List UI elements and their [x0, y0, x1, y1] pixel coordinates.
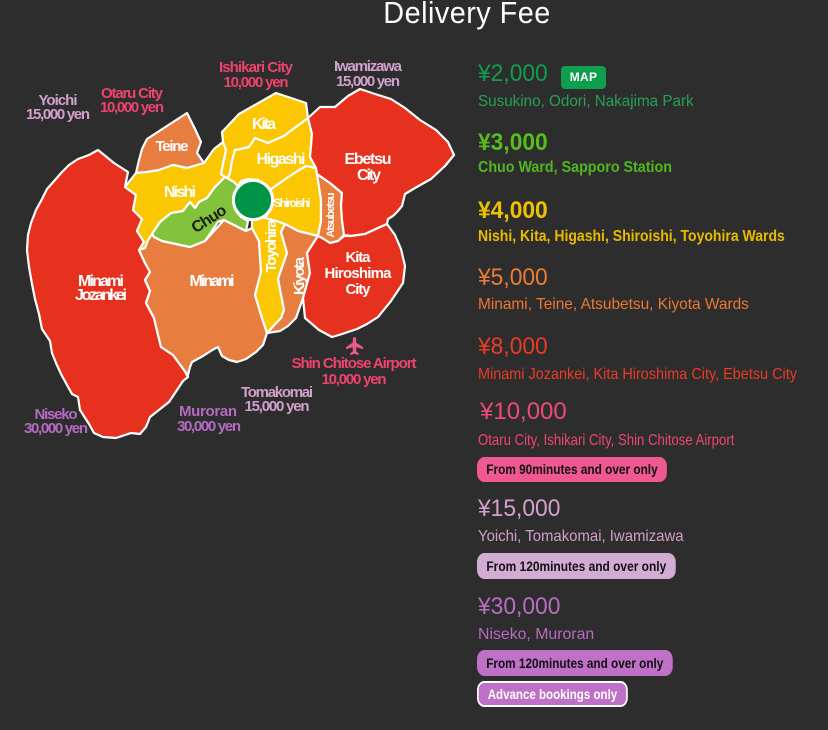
svg-text:30,000 yen: 30,000 yen [24, 420, 88, 437]
svg-text:City: City [357, 167, 381, 184]
svg-text:Otaru City: Otaru City [101, 85, 164, 102]
svg-text:Ebetsu: Ebetsu [345, 151, 392, 168]
svg-text:15,000 yen: 15,000 yen [336, 73, 400, 90]
svg-text:Shiroishi: Shiroishi [274, 198, 311, 210]
svg-text:Jozankei: Jozankei [75, 287, 127, 304]
svg-text:Nishi: Nishi [164, 184, 196, 201]
svg-text:10,000 yen: 10,000 yen [322, 371, 387, 388]
svg-text:Kita: Kita [346, 249, 372, 266]
svg-text:Higashi: Higashi [257, 151, 306, 168]
svg-text:15,000 yen: 15,000 yen [245, 398, 310, 415]
svg-text:15,000 yen: 15,000 yen [26, 106, 90, 123]
svg-text:10,000 yen: 10,000 yen [100, 99, 164, 116]
svg-text:City: City [346, 281, 372, 298]
svg-text:10,000 yen: 10,000 yen [224, 74, 289, 91]
svg-text:Teine: Teine [156, 138, 189, 155]
svg-text:Muroran: Muroran [179, 403, 237, 420]
svg-text:Shin Chitose Airport: Shin Chitose Airport [292, 355, 417, 372]
svg-text:Kiyota: Kiyota [291, 256, 308, 295]
svg-text:Minami: Minami [78, 273, 124, 290]
svg-text:Atsubetsu: Atsubetsu [325, 193, 337, 238]
svg-text:Tomakomai: Tomakomai [241, 384, 313, 401]
svg-text:30,000 yen: 30,000 yen [177, 418, 241, 435]
svg-text:Yoichi: Yoichi [39, 92, 78, 109]
svg-text:Toyohira: Toyohira [263, 219, 280, 273]
svg-text:Hiroshima: Hiroshima [325, 265, 393, 282]
svg-text:Ishikari City: Ishikari City [219, 59, 294, 76]
svg-text:Kita: Kita [252, 116, 276, 133]
svg-text:Minami: Minami [190, 273, 235, 290]
svg-text:Iwamizawa: Iwamizawa [334, 58, 403, 75]
svg-text:Niseko: Niseko [35, 406, 78, 423]
